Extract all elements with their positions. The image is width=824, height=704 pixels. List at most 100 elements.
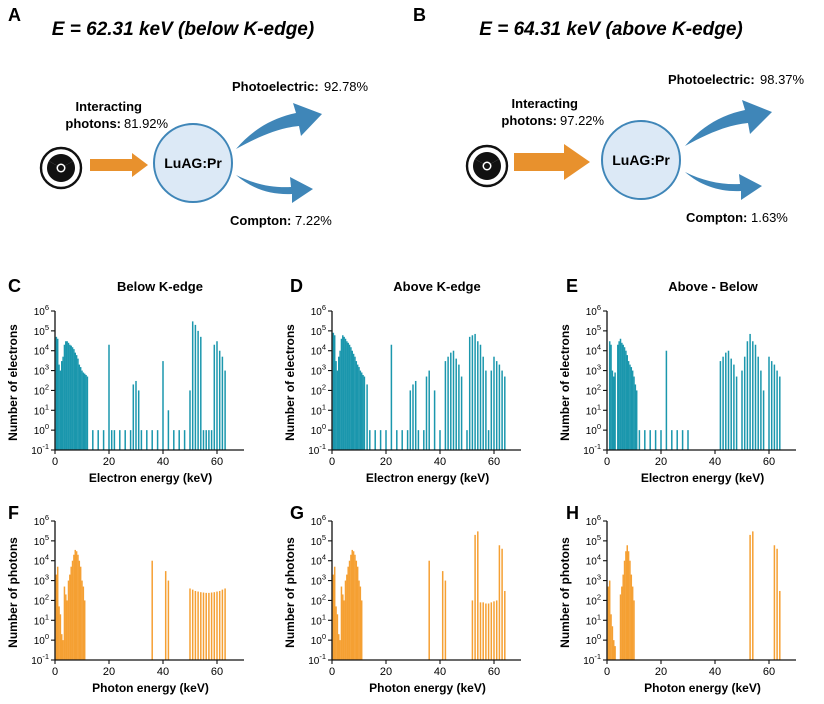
- bar: [216, 591, 218, 660]
- x-axis-label: Photon energy (keV): [644, 681, 761, 695]
- x-tick-label: 20: [380, 456, 392, 468]
- bar: [65, 594, 67, 660]
- bar: [335, 361, 337, 450]
- y-tick-label: 106: [586, 513, 601, 528]
- bar: [719, 361, 722, 450]
- bar: [441, 571, 444, 660]
- panel-letter-a: A: [8, 5, 21, 25]
- bar: [218, 590, 221, 660]
- x-tick-label: 20: [655, 456, 667, 468]
- bar: [63, 586, 66, 660]
- bar: [626, 355, 628, 450]
- bar: [504, 376, 506, 450]
- x-tick-label: 0: [329, 456, 335, 468]
- x-tick-label: 0: [52, 456, 58, 468]
- bar: [56, 566, 59, 660]
- bar: [71, 560, 74, 660]
- bar: [649, 430, 651, 450]
- chart-f: F 10-1 100 101 102 103 104 105 106 0 20 40 60Photon …: [6, 503, 244, 695]
- bar: [110, 430, 113, 450]
- chart-title: Above - Below: [668, 279, 758, 294]
- bar: [81, 370, 83, 450]
- bar: [610, 344, 612, 450]
- y-tick-label: 103: [311, 573, 326, 588]
- panel-letter: H: [566, 503, 579, 523]
- bar: [428, 560, 430, 660]
- bar: [200, 336, 202, 450]
- bar: [412, 384, 414, 450]
- y-tick-label: 100: [586, 422, 601, 437]
- y-tick-label: 102: [311, 382, 326, 397]
- bar: [671, 430, 673, 450]
- photoelectric-arrow: [685, 100, 772, 146]
- y-tick-label: 106: [34, 513, 49, 528]
- y-tick-label: 101: [311, 612, 326, 627]
- bar: [339, 640, 341, 660]
- bar: [752, 341, 754, 450]
- bar: [191, 321, 194, 450]
- bar: [343, 600, 345, 660]
- bar: [493, 601, 495, 660]
- bar: [197, 591, 199, 660]
- bar: [335, 606, 337, 660]
- y-tick-label: 101: [311, 402, 326, 417]
- bar: [77, 358, 79, 450]
- y-tick-label: 105: [34, 323, 49, 338]
- bar: [450, 352, 452, 450]
- bar: [58, 364, 60, 450]
- radiation-source-icon: [465, 144, 509, 188]
- x-axis-label: Electron energy (keV): [641, 471, 764, 485]
- bar: [768, 356, 770, 450]
- y-tick-label: 106: [311, 513, 326, 528]
- bar: [350, 554, 352, 660]
- bar: [630, 367, 633, 450]
- bar: [622, 574, 624, 660]
- y-tick-label: 102: [586, 592, 601, 607]
- bar: [132, 384, 135, 450]
- bar: [74, 352, 76, 450]
- chart-title: Below K-edge: [117, 279, 203, 294]
- bar: [213, 344, 216, 450]
- radiation-source-icon: [39, 146, 83, 190]
- bar: [633, 600, 635, 660]
- bar: [495, 600, 498, 660]
- bar: [504, 590, 506, 660]
- bar: [356, 566, 359, 660]
- y-tick-label: 100: [34, 422, 49, 437]
- bar: [71, 347, 74, 450]
- bar: [746, 341, 749, 450]
- bar: [762, 390, 765, 450]
- bar: [369, 430, 371, 450]
- bar: [428, 370, 430, 450]
- bar: [205, 430, 207, 450]
- bar: [73, 554, 75, 660]
- bar: [69, 344, 71, 450]
- chart-d: D Above K-edge 10-1 100 101 102 103 104 105 106 0 2…: [283, 276, 521, 485]
- bar: [55, 336, 58, 450]
- bar: [348, 344, 351, 450]
- y-axis-label: Number of photons: [558, 537, 572, 648]
- bar: [208, 592, 210, 660]
- bar: [613, 640, 615, 660]
- bar: [474, 333, 476, 450]
- bar: [635, 390, 638, 450]
- bar: [82, 586, 85, 660]
- y-tick-label: 101: [34, 402, 49, 417]
- interacting-label: Interacting: [76, 99, 143, 114]
- y-tick-label: 10-1: [31, 652, 49, 667]
- bar: [82, 372, 85, 450]
- bar: [108, 344, 110, 450]
- bar: [173, 430, 175, 450]
- bar: [617, 344, 619, 450]
- bar: [754, 344, 757, 450]
- bar: [611, 370, 614, 450]
- bar: [78, 560, 81, 660]
- bar: [613, 376, 615, 450]
- photons-label: photons:: [501, 113, 557, 128]
- chart-h: H 10-1 100 101 102 103 104 105 106 0 20 40 60Photon …: [558, 503, 796, 695]
- bar: [348, 560, 351, 660]
- bar: [359, 586, 362, 660]
- material-label: LuAG:Pr: [612, 152, 670, 168]
- y-tick-label: 105: [586, 323, 601, 338]
